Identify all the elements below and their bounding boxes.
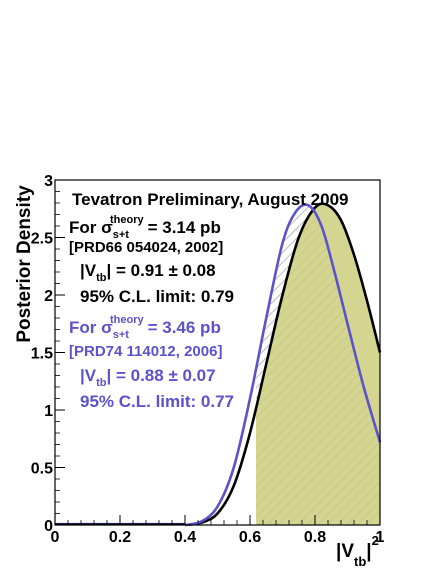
chart-title: Tevatron Preliminary, August 2009: [72, 190, 349, 209]
limit-label-1: 95% C.L. limit: 0.79: [80, 287, 234, 306]
x-tick-label: 0.8: [304, 529, 326, 546]
y-tick-label: 0.5: [31, 461, 53, 478]
x-axis-label: |Vtb|2: [336, 533, 379, 569]
cross-section-label-1: For σs+ttheory = 3.14 pb: [69, 214, 221, 241]
y-axis-label: Posterior Density: [14, 185, 35, 343]
y-tick-label: 3: [44, 173, 53, 190]
curve-series-2: [184, 203, 382, 527]
annotation-block-theory-3-14: For σs+ttheory = 3.14 pb [PRD66 054024, 2…: [69, 214, 234, 306]
y-tick-label: 1.5: [31, 346, 53, 363]
limit-label-2: 95% C.L. limit: 0.77: [80, 392, 234, 411]
y-tick-label: 1: [44, 403, 53, 420]
x-tick-label: 0.2: [109, 529, 131, 546]
vtb-value-label-2: |Vtb| = 0.88 ± 0.07: [80, 366, 216, 389]
cross-section-label-2: For σs+ttheory = 3.46 pb: [69, 314, 221, 341]
reference-label-1: [PRD66 054024, 2002]: [69, 239, 223, 256]
y-tick-label: 2: [44, 288, 53, 305]
x-tick-label: 1: [376, 529, 385, 546]
curve-series-1: [184, 202, 382, 527]
y-tick-label: 0: [44, 518, 53, 535]
shaded-area-series-1: [256, 203, 380, 525]
annotation-block-theory-3-46: For σs+ttheory = 3.46 pb [PRD74 114012, 2…: [69, 314, 234, 411]
y-tick-label: 2.5: [31, 231, 53, 248]
vtb-value-label-1: |Vtb| = 0.91 ± 0.08: [80, 261, 216, 284]
x-tick-label: 0: [51, 529, 60, 546]
reference-label-2: [PRD74 114012, 2006]: [69, 343, 222, 360]
x-tick-label: 0.4: [174, 529, 196, 546]
x-tick-label: 0.6: [239, 529, 261, 546]
